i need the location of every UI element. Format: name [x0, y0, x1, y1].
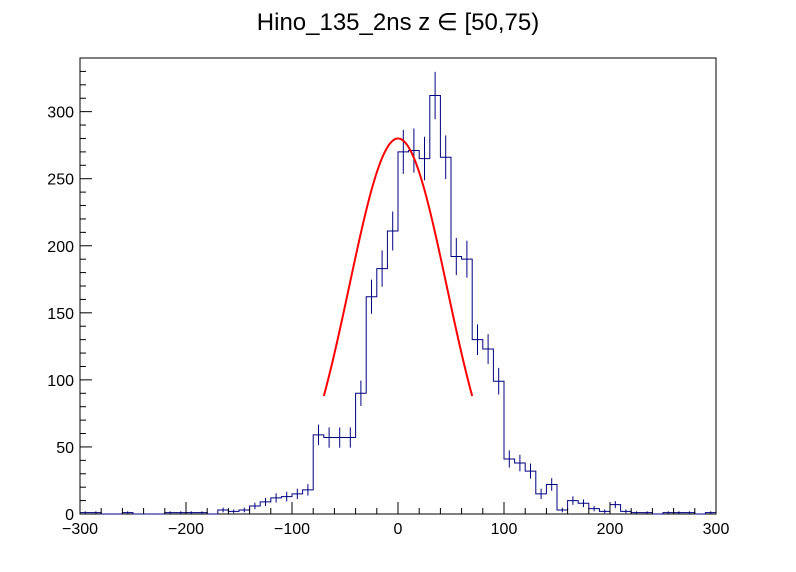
histogram-bin — [472, 340, 483, 514]
x-tick-label: 0 — [394, 521, 403, 538]
histogram-bin — [387, 231, 398, 514]
histogram-bin — [356, 393, 367, 514]
error-bars — [84, 71, 712, 514]
histogram-bin — [377, 269, 388, 514]
x-tick-label: −300 — [62, 521, 98, 538]
x-tick-label: −200 — [168, 521, 204, 538]
histogram-bin — [334, 438, 345, 514]
fit-curve — [322, 137, 474, 397]
y-tick-label: 50 — [56, 440, 74, 457]
histogram-bin — [345, 438, 356, 514]
histogram-bin — [493, 381, 504, 514]
histogram-bin — [313, 435, 324, 514]
histogram-bin — [483, 349, 494, 514]
x-tick-label: 300 — [703, 521, 730, 538]
histogram-bin — [366, 297, 377, 514]
histogram-bin — [419, 159, 430, 514]
y-tick-label: 0 — [65, 507, 74, 524]
x-tick-label: −100 — [274, 521, 310, 538]
chart-title: Hino_135_2ns z ∈ [50,75) — [257, 9, 539, 36]
x-tick-label: 100 — [491, 521, 518, 538]
axes: −300 −200 −100 0 100 200 300 0 50 100 150 200 250 300 — [47, 57, 730, 538]
histogram-bin — [440, 157, 451, 514]
y-tick-label: 300 — [47, 105, 74, 122]
y-tick-label: 150 — [47, 306, 74, 323]
histogram-bin — [451, 256, 462, 514]
x-tick-label: 200 — [597, 521, 624, 538]
y-tick-label: 100 — [47, 373, 74, 390]
histogram-bars — [80, 95, 716, 515]
y-tick-label: 200 — [47, 239, 74, 256]
histogram-bin — [398, 152, 409, 514]
histogram-bin — [430, 96, 441, 514]
histogram-bin — [324, 438, 335, 514]
fit-curve-line — [322, 137, 474, 397]
histogram-bin — [409, 151, 420, 514]
y-tick-label: 250 — [47, 172, 74, 189]
